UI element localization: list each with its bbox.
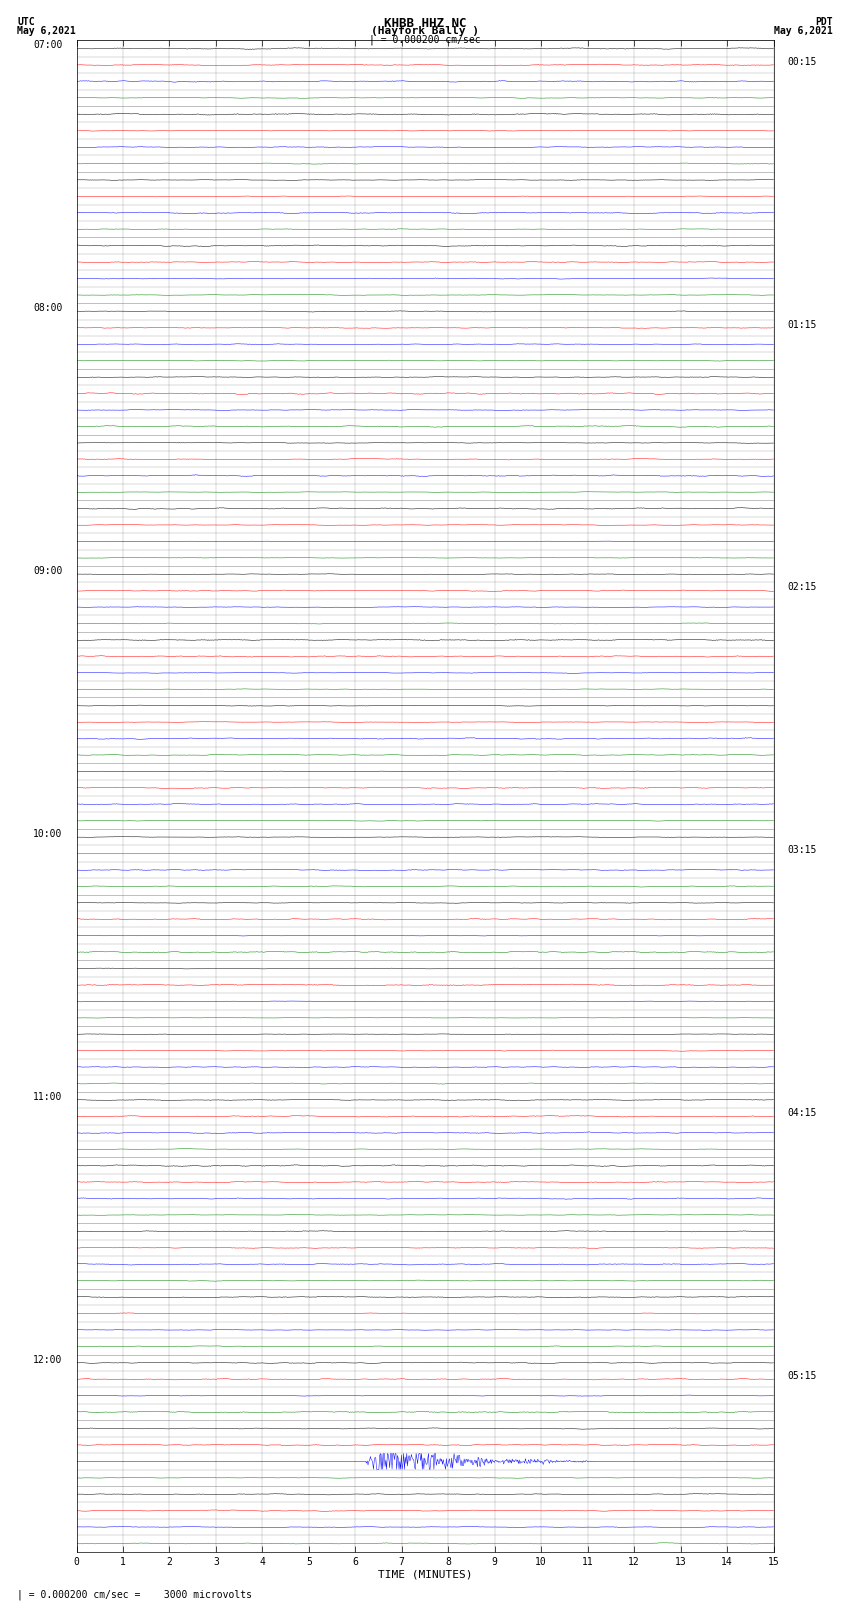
- Text: 05:15: 05:15: [787, 1371, 817, 1381]
- Text: UTC: UTC: [17, 18, 35, 27]
- Text: May 6,2021: May 6,2021: [774, 26, 833, 35]
- Text: PDT: PDT: [815, 18, 833, 27]
- Text: 00:15: 00:15: [787, 56, 817, 66]
- Text: 10:00: 10:00: [33, 829, 63, 839]
- Text: 03:15: 03:15: [787, 845, 817, 855]
- Text: 12:00: 12:00: [33, 1355, 63, 1365]
- Text: 04:15: 04:15: [787, 1108, 817, 1118]
- Text: 01:15: 01:15: [787, 319, 817, 329]
- Text: 02:15: 02:15: [787, 582, 817, 592]
- Text: 07:00: 07:00: [33, 40, 63, 50]
- X-axis label: TIME (MINUTES): TIME (MINUTES): [377, 1569, 473, 1579]
- Text: May 6,2021: May 6,2021: [17, 26, 76, 35]
- Text: 09:00: 09:00: [33, 566, 63, 576]
- Text: (Hayfork Bally ): (Hayfork Bally ): [371, 26, 479, 35]
- Text: KHBB HHZ NC: KHBB HHZ NC: [383, 18, 467, 31]
- Text: | = 0.000200 cm/sec: | = 0.000200 cm/sec: [369, 35, 481, 45]
- Text: 08:00: 08:00: [33, 303, 63, 313]
- Text: 11:00: 11:00: [33, 1092, 63, 1102]
- Text: | = 0.000200 cm/sec =    3000 microvolts: | = 0.000200 cm/sec = 3000 microvolts: [17, 1589, 252, 1600]
